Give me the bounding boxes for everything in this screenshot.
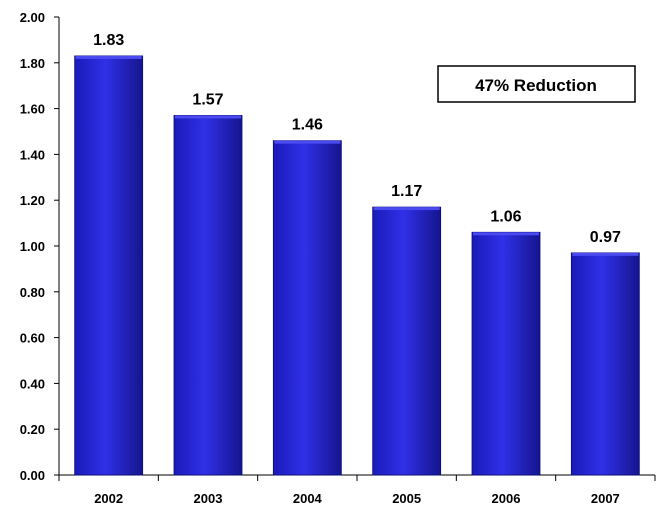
x-axis: 2002 2003 2004 2005 2006 2007 <box>58 474 656 506</box>
y-tick-label: 1.20 <box>20 193 45 208</box>
data-label: 1.06 <box>490 208 521 225</box>
y-tick-label: 1.60 <box>20 102 45 117</box>
bar <box>74 55 144 476</box>
x-tick-label: 2004 <box>293 491 323 506</box>
bar-top-highlight <box>274 140 341 144</box>
y-tick-label: 0.40 <box>20 376 45 391</box>
bar <box>471 231 541 476</box>
y-tick-label: 0.60 <box>20 331 45 346</box>
bar <box>173 115 243 476</box>
x-tick-label: 2005 <box>392 491 421 506</box>
annotation-box: 47% Reduction <box>437 65 636 103</box>
bar-top-highlight <box>473 232 539 236</box>
bar <box>272 140 342 476</box>
x-tick-label: 2006 <box>492 491 521 506</box>
x-tick-label: 2007 <box>591 491 620 506</box>
data-label: 0.97 <box>590 229 621 246</box>
data-label: 1.17 <box>391 183 422 200</box>
data-label: 1.57 <box>192 91 223 108</box>
data-labels: 1.83 1.57 1.46 1.17 1.06 0.97 <box>93 32 621 246</box>
data-label: 1.46 <box>292 117 323 134</box>
y-tick-label: 0.20 <box>20 422 45 437</box>
y-tick-label: 2.00 <box>20 10 45 25</box>
y-tick-label: 0.00 <box>20 468 45 483</box>
bar-top-highlight <box>572 252 639 256</box>
bar-top-highlight <box>175 115 241 119</box>
x-tick-label: 2003 <box>194 491 223 506</box>
bar-top-highlight <box>373 207 440 211</box>
y-axis: 0.00 0.20 0.40 0.60 0.80 1.00 1.20 1.40 1.60 1.80… <box>20 10 60 483</box>
bars <box>74 55 640 476</box>
bar <box>570 252 640 476</box>
x-tick-label: 2002 <box>94 491 123 506</box>
data-label: 1.83 <box>93 32 124 49</box>
y-tick-label: 1.80 <box>20 56 45 71</box>
annotation-text: 47% Reduction <box>475 76 597 95</box>
y-tick-label: 0.80 <box>20 285 45 300</box>
bar-top-highlight <box>75 55 142 59</box>
bar <box>372 206 442 476</box>
y-tick-label: 1.40 <box>20 147 45 162</box>
y-tick-label: 1.00 <box>20 239 45 254</box>
